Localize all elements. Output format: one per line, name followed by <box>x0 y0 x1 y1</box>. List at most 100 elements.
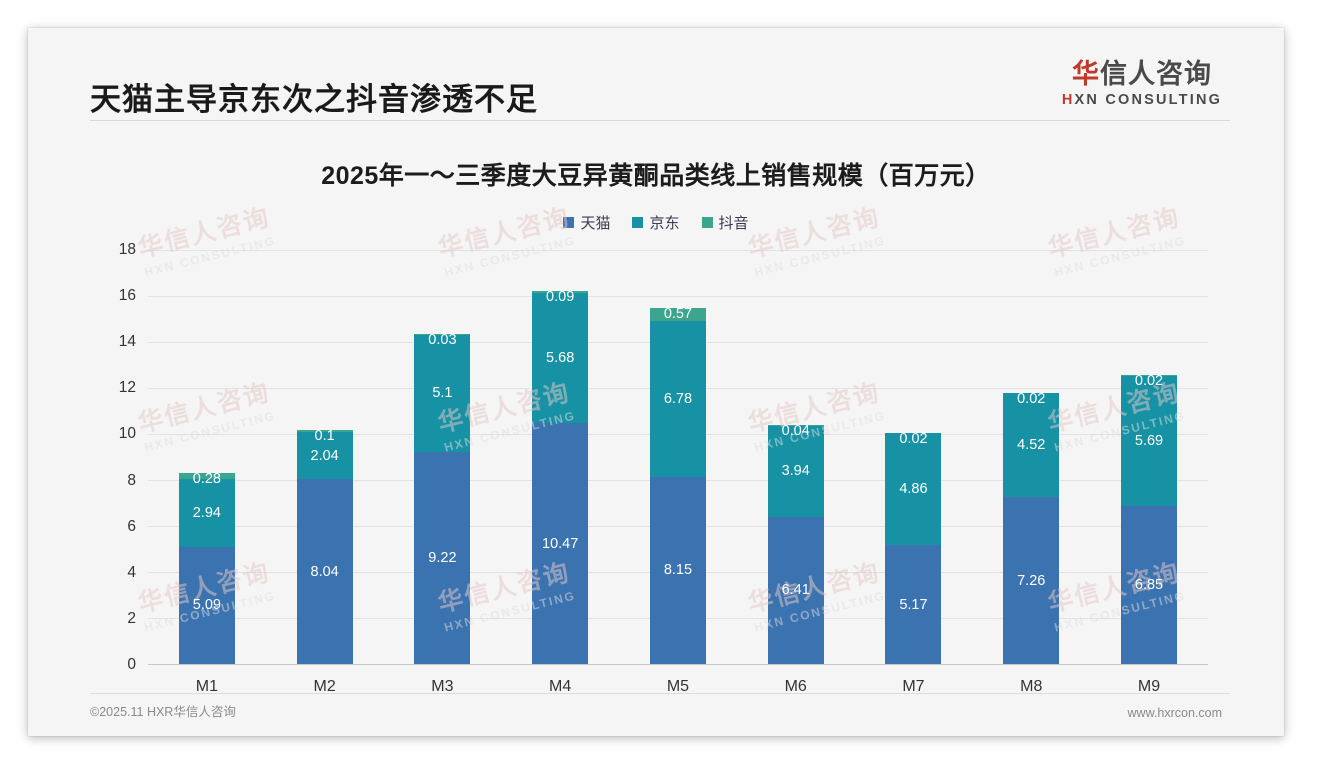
bar-segment-天猫[interactable]: 9.22 <box>414 451 471 664</box>
bar-value-label: 8.04 <box>310 563 339 580</box>
logo-chinese-text: 华信人咨询 <box>1042 59 1242 90</box>
x-axis-tick-label: M6 <box>784 678 807 695</box>
bar-segment-京东[interactable]: 5.68 <box>532 292 589 424</box>
bar-segment-天猫[interactable]: 6.41 <box>767 516 824 664</box>
bar-value-label: 0.02 <box>1017 390 1046 407</box>
y-axis-tick-label: 14 <box>118 333 136 351</box>
y-axis-tick-label: 0 <box>127 656 136 673</box>
page-title: 天猫主导京东次之抖音渗透不足 <box>90 82 538 117</box>
bar-value-label: 3.94 <box>781 463 810 480</box>
legend-item-抖音[interactable]: 抖音 <box>701 212 749 233</box>
legend-label: 京东 <box>649 215 680 232</box>
bar-segment-天猫[interactable]: 6.85 <box>1121 506 1177 664</box>
bar-value-label: 4.86 <box>899 481 928 498</box>
bar-series-group: 0.28 2.94 5.09 M1 0.1 2.04 8.04 M2 0.03 5.1 9.22 M3… <box>148 250 1208 695</box>
legend-swatch-icon <box>701 217 713 228</box>
x-axis-tick-label: M8 <box>1020 678 1043 695</box>
bar-value-label: 6.78 <box>663 390 693 407</box>
y-axis-tick-label: 10 <box>118 425 136 443</box>
chart-plot-area: 0 2 4 6 8 10 12 14 16 18 0.28 2.94 5.09 M1 0.1 2.04 8.0… <box>119 241 1208 695</box>
bar-segment-抖音[interactable]: 0.03 <box>414 332 471 348</box>
chart-title: 2025年一～三季度大豆异黄酮品类线上销售规模（百万元） <box>321 162 991 190</box>
bar-value-label: 0.02 <box>1134 373 1164 390</box>
bar-value-label: 4.52 <box>1017 437 1046 454</box>
x-axis-tick-label: M9 <box>1137 678 1161 695</box>
x-axis-tick-label: M3 <box>431 678 454 695</box>
bar-segment-抖音[interactable]: 0.09 <box>532 289 589 305</box>
bar-value-label: 5.09 <box>192 597 221 614</box>
header-divider <box>90 120 1230 121</box>
bar-segment-京东[interactable]: 5.1 <box>414 334 471 452</box>
footer-divider <box>90 693 1230 694</box>
bar-value-label: 5.17 <box>899 596 928 613</box>
bar-segment-京东[interactable]: 6.78 <box>649 320 706 477</box>
gridline: 18 <box>119 241 1208 258</box>
bar-group[interactable]: 0.02 4.86 5.17 M7 <box>885 250 942 695</box>
logo-char-hua: 华 <box>1072 59 1100 89</box>
chart-legend: 天猫 京东 抖音 <box>28 212 1284 233</box>
bar-group[interactable]: 0.09 5.68 10.47 M4 <box>532 250 589 695</box>
gridline: 16 <box>119 287 1208 304</box>
bar-value-label: 0.04 <box>781 423 810 440</box>
bar-group[interactable]: 0.28 2.94 5.09 M1 <box>178 250 235 695</box>
bar-segment-天猫[interactable]: 10.47 <box>532 423 589 664</box>
bar-value-label: 10.47 <box>542 535 579 552</box>
slide-canvas: 天猫主导京东次之抖音渗透不足 华信人咨询 HXN CONSULTING 2025… <box>28 28 1284 736</box>
bar-group[interactable]: 0.02 5.69 6.85 M9 <box>1121 250 1177 695</box>
bar-group[interactable]: 0.57 6.78 8.15 M5 <box>649 250 706 695</box>
bar-value-label: 8.15 <box>663 562 693 579</box>
bar-segment-京东[interactable]: 2.94 <box>178 479 235 547</box>
footer-website: www.hxrcon.com <box>1127 706 1222 720</box>
bar-value-label: 0.02 <box>899 430 928 447</box>
bar-segment-抖音[interactable]: 0.57 <box>649 305 706 322</box>
bar-segment-抖音[interactable]: 0.28 <box>178 471 235 487</box>
y-axis-tick-label: 2 <box>127 609 136 627</box>
bar-value-label: 7.26 <box>1017 572 1046 589</box>
bar-group[interactable]: 0.02 4.52 7.26 M8 <box>1003 250 1060 695</box>
bar-segment-京东[interactable]: 2.04 <box>296 432 353 480</box>
y-axis-tick-label: 4 <box>127 563 136 581</box>
bar-segment-抖音[interactable]: 0.1 <box>296 428 353 444</box>
brand-logo: 华信人咨询 HXN CONSULTING <box>1042 59 1242 108</box>
bar-segment-天猫[interactable]: 8.15 <box>649 476 706 664</box>
legend-label: 天猫 <box>580 215 611 232</box>
x-axis-tick-label: M1 <box>195 678 218 695</box>
bar-group[interactable]: 0.04 3.94 6.41 M6 <box>767 250 824 695</box>
bar-segment-京东[interactable]: 3.94 <box>767 425 824 517</box>
bar-value-label: 2.04 <box>310 447 339 464</box>
bar-value-label: 0.03 <box>428 331 457 348</box>
gridline: 0 <box>127 656 1208 673</box>
bar-segment-抖音[interactable]: 0.04 <box>767 423 824 439</box>
bar-value-label: 0.09 <box>546 288 575 305</box>
bar-segment-京东[interactable]: 4.52 <box>1003 393 1060 498</box>
bar-segment-天猫[interactable]: 5.09 <box>178 546 235 664</box>
bar-segment-天猫[interactable]: 8.04 <box>296 479 353 664</box>
legend-swatch-icon <box>632 217 644 228</box>
y-axis-tick-label: 8 <box>127 471 136 489</box>
bar-value-label: 9.22 <box>428 549 457 566</box>
bar-value-label: 5.1 <box>432 385 453 402</box>
bar-value-label: 2.94 <box>192 505 221 522</box>
bar-segment-京东[interactable]: 4.86 <box>885 433 942 546</box>
bar-group[interactable]: 0.03 5.1 9.22 M3 <box>414 250 471 695</box>
x-axis-tick-label: M4 <box>549 678 572 695</box>
bar-segment-天猫[interactable]: 7.26 <box>1003 497 1060 664</box>
bar-value-label: 0.28 <box>192 470 221 487</box>
legend-label: 抖音 <box>718 215 749 232</box>
legend-item-天猫[interactable]: 天猫 <box>563 212 610 233</box>
legend-item-京东[interactable]: 京东 <box>632 212 680 233</box>
bar-segment-京东[interactable]: 5.69 <box>1121 375 1177 507</box>
bar-value-label: 5.69 <box>1134 433 1164 450</box>
logo-english-text: HXN CONSULTING <box>1042 92 1242 108</box>
bar-value-label: 0.57 <box>663 305 693 322</box>
slide-header: 天猫主导京东次之抖音渗透不足 华信人咨询 HXN CONSULTING <box>28 28 1284 121</box>
bar-segment-天猫[interactable]: 5.17 <box>885 545 942 664</box>
logo-en-initial: H <box>1061 91 1075 108</box>
x-axis-tick-label: M2 <box>313 678 336 695</box>
y-axis-tick-label: 18 <box>118 241 136 258</box>
bar-group[interactable]: 0.1 2.04 8.04 M2 <box>296 250 353 695</box>
legend-swatch-icon <box>563 217 575 228</box>
logo-chars-rest: 信人咨询 <box>1100 59 1212 89</box>
bar-value-label: 6.85 <box>1134 577 1164 594</box>
y-axis-tick-label: 16 <box>118 287 136 305</box>
